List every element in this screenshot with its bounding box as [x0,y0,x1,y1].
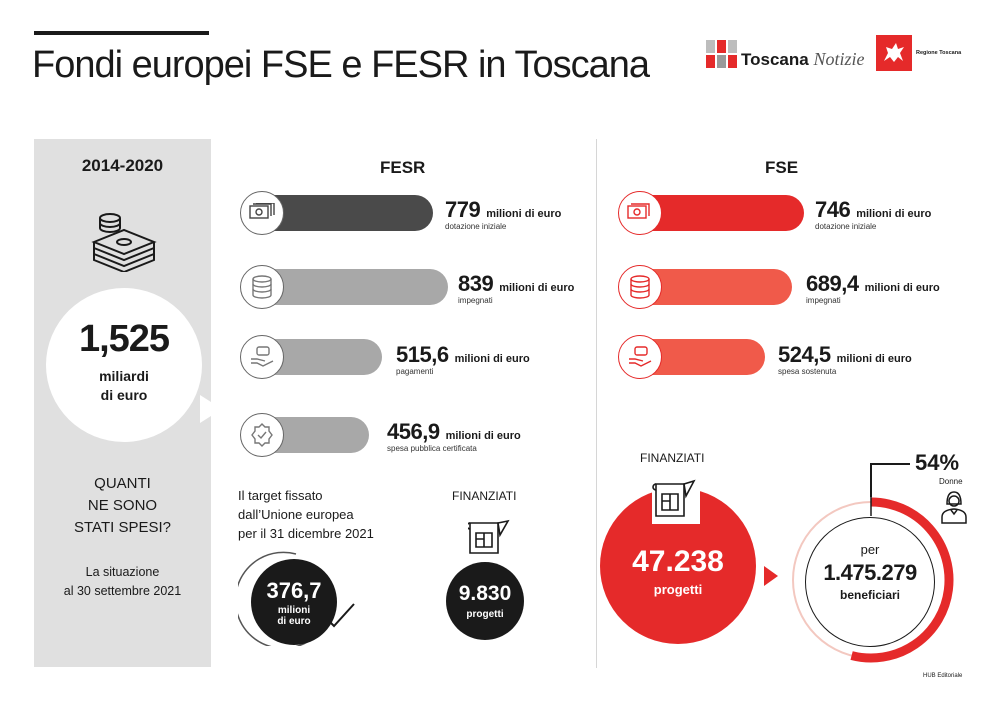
woman-icon [940,490,968,529]
total-circle [46,288,202,442]
certified-badge-icon [240,413,284,457]
toscana-notizie-logo [706,40,738,68]
beneficiaries-prefix: per [860,542,880,557]
fse-dotazione-label: dotazione iniziale [815,222,877,231]
blueprint-icon [466,519,512,564]
fse-spesa-label: spesa sostenuta [778,367,837,376]
fse-impegnati-label: impegnati [806,296,841,305]
fesr-projects-label: progetti [466,609,504,620]
fse-spesa-value: 524,5 milioni di euro [778,342,912,367]
pegasus-icon [876,35,912,71]
fesr-pagamenti-value: 515,6 milioni di euro [396,342,530,367]
fse-impegnati-value: 689,4 milioni di euro [806,271,940,296]
period-label: 2014-2020 [81,156,164,175]
regione-toscana-label: Regione Toscana [916,50,962,56]
fesr-bar-dotazione [262,195,433,231]
page-title: Fondi europei FSE e FESR in Toscana [32,44,650,86]
target-circle [251,559,337,645]
fse-bar-impegnati [640,269,792,305]
money-stack-icon [88,206,160,277]
coins-icon [240,265,284,309]
target-unit: milioni di euro [277,605,311,627]
situation-date: La situazione al 30 settembre 2021 [63,565,182,598]
target-description: Il target fissato dall’Unione europea pe… [238,488,374,541]
fesr-projects-circle [446,562,524,640]
fesr-certificata-value: 456,9 milioni di euro [387,419,521,444]
fesr-impegnati-value: 839 milioni di euro [458,271,575,296]
fesr-pagamenti-label: pagamenti [396,367,434,376]
target-value: 376,7 [266,578,322,603]
fesr-heading: FESR [380,158,426,177]
coins-icon [618,265,662,309]
banknote-icon [240,191,284,235]
blueprint-icon [652,478,700,524]
column-divider [596,139,597,668]
women-leader-line [870,463,910,465]
beneficiaries-label: beneficiari [839,588,901,602]
beneficiaries-value: 1.475.279 [823,560,917,585]
women-share-arc [850,497,954,663]
fesr-impegnati-label: impegnati [458,296,493,305]
fse-financed-label: FINANZIATI [640,451,705,465]
fesr-financed-label: FINANZIATI [452,489,517,503]
total-value: 1,525 [78,318,170,360]
fesr-projects-value: 9.830 [458,582,512,605]
women-percent: 54% [915,450,960,475]
fse-projects-label: progetti [653,582,703,597]
hand-money-icon [240,335,284,379]
total-unit: miliardi di euro [99,368,149,403]
question-text: QUANTI NE SONO STATI SPESI? [74,475,171,536]
title-rule [34,31,209,35]
fesr-bar-impegnati [262,269,448,305]
fesr-dotazione-value: 779 milioni di euro [445,197,562,222]
fse-dotazione-value: 746 milioni di euro [815,197,932,222]
hand-money-icon [618,335,662,379]
fesr-certificata-label: spesa pubblica certificata [387,444,477,453]
fse-projects-value: 47.238 [632,545,724,578]
toscana-notizie-wordmark: Toscana Notizie [741,49,865,69]
footer-credit: HUB Editoriale [923,673,963,679]
fse-projects-pointer [764,566,778,586]
women-leader-drop [870,463,872,497]
women-label: Donne [939,477,963,486]
fesr-dotazione-label: dotazione iniziale [445,222,507,231]
fse-bar-dotazione [640,195,804,231]
banknote-icon [618,191,662,235]
beneficiaries-circle [805,517,935,647]
fse-heading: FSE [765,158,799,177]
total-pointer [200,395,222,423]
